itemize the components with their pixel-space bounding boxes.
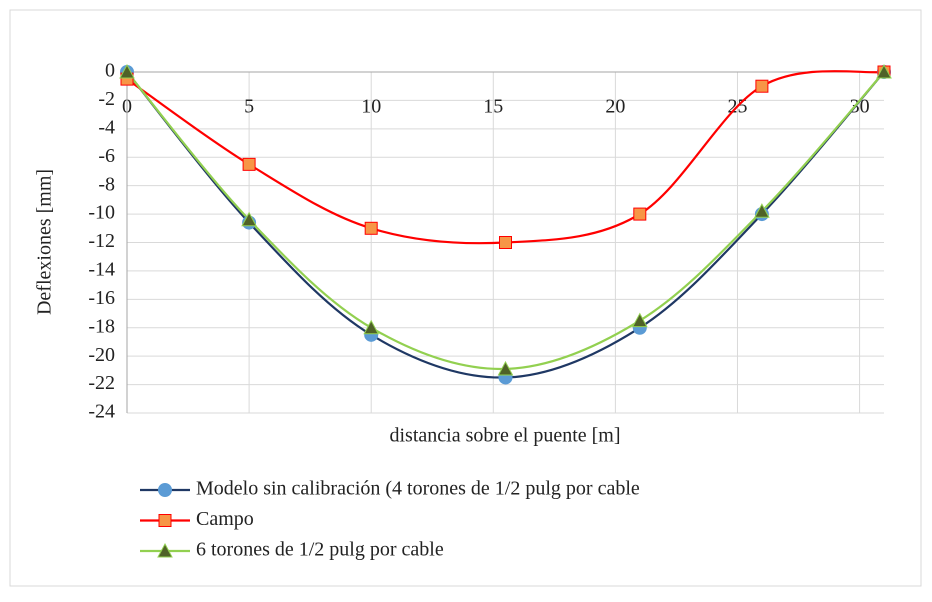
x-tick-label: 5 xyxy=(244,96,254,118)
marker xyxy=(119,63,135,79)
marker xyxy=(242,157,256,171)
legend-marker xyxy=(158,514,172,527)
legend-marker xyxy=(158,483,172,497)
marker xyxy=(241,211,257,227)
marker xyxy=(755,79,769,93)
y-tick-label: -10 xyxy=(88,202,115,224)
marker xyxy=(363,319,380,335)
y-tick-label: -18 xyxy=(88,315,115,337)
y-tick-label: -4 xyxy=(98,116,115,138)
legend-marker xyxy=(157,542,173,558)
marker xyxy=(876,63,892,79)
y-tick-label: 0 xyxy=(105,60,115,82)
legend-label: Modelo sin calibración (4 torones de 1/2… xyxy=(196,478,640,500)
y-tick-label: -22 xyxy=(88,372,115,394)
marker xyxy=(497,360,514,376)
x-tick-label: 20 xyxy=(605,96,625,118)
x-tick-label: 10 xyxy=(361,96,381,118)
x-axis-label: distancia sobre el puente [m] xyxy=(389,425,620,447)
marker xyxy=(499,236,512,249)
legend-label: Campo xyxy=(196,508,254,530)
y-tick-label: -14 xyxy=(88,259,115,281)
y-axis-label: Deflexiones [mm] xyxy=(34,169,56,315)
x-tick-label: 15 xyxy=(483,96,503,118)
y-tick-label: -24 xyxy=(88,401,115,423)
marker xyxy=(364,221,378,235)
y-tick-label: -20 xyxy=(88,344,115,366)
y-tick-label: -2 xyxy=(98,88,115,110)
marker xyxy=(754,203,770,218)
y-tick-label: -8 xyxy=(98,173,115,195)
legend-label: 6 torones de 1/2 pulg por cable xyxy=(196,539,444,561)
marker xyxy=(631,312,648,328)
marker xyxy=(633,207,647,221)
y-tick-label: -12 xyxy=(88,230,115,252)
x-tick-label: 30 xyxy=(850,96,870,118)
y-tick-label: -6 xyxy=(98,145,115,167)
y-tick-label: -16 xyxy=(88,287,115,309)
